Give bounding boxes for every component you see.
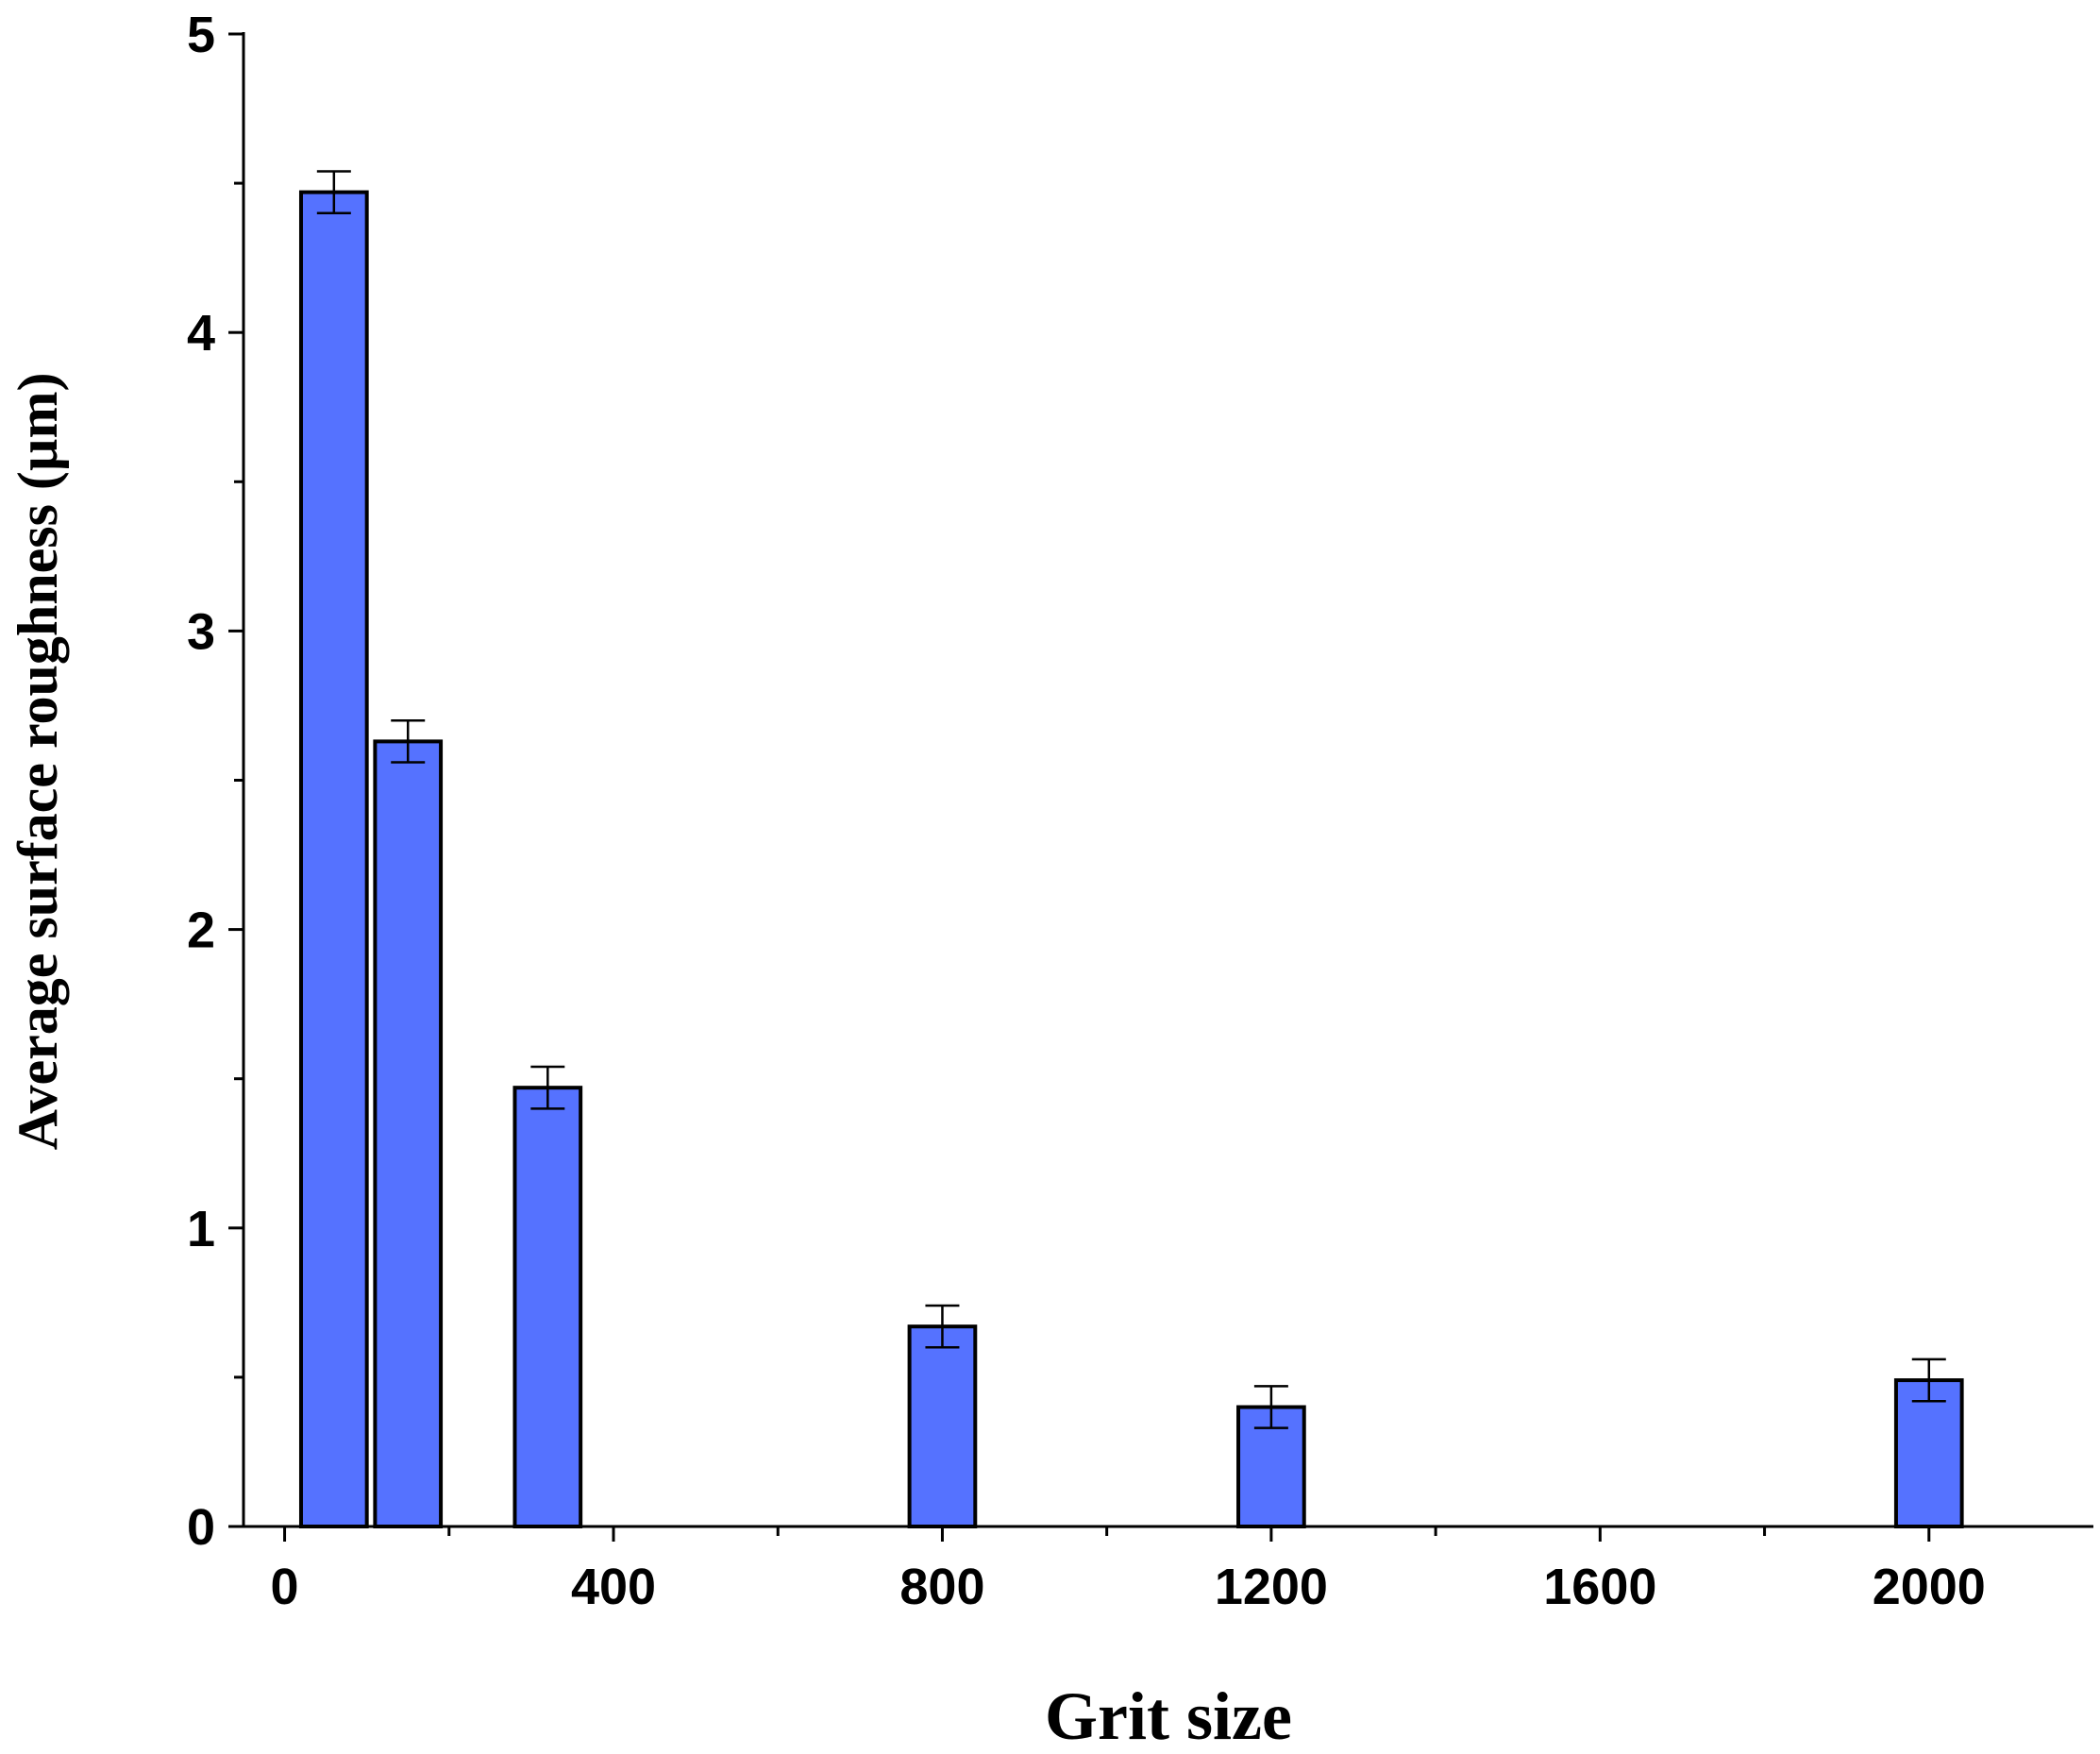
error-bar-1 — [391, 719, 426, 764]
error-bar-0 — [316, 170, 351, 214]
y-tick-label-4: 4 — [187, 305, 215, 362]
x-tick-label-400: 400 — [571, 1559, 656, 1615]
bars-layer — [298, 190, 1964, 1529]
y-tick-label-2: 2 — [187, 902, 215, 959]
bar-1 — [373, 739, 444, 1528]
y-tick-label-3: 3 — [187, 603, 215, 660]
x-tick-label-0: 0 — [271, 1559, 299, 1615]
ticks-layer: 0 400 800 1200 1600 2000 0 1 2 3 4 5 — [187, 7, 1986, 1615]
y-tick-label-5: 5 — [187, 7, 215, 63]
error-bar-3 — [925, 1304, 960, 1349]
x-tick-label-1600: 1600 — [1543, 1559, 1656, 1615]
bar-2 — [512, 1086, 583, 1529]
x-tick-label-800: 800 — [899, 1559, 984, 1615]
y-tick-label-1: 1 — [187, 1201, 215, 1257]
y-tick-label-0: 0 — [187, 1499, 215, 1556]
error-bar-2 — [530, 1065, 565, 1110]
bar-0 — [298, 190, 369, 1528]
x-axis-title: Grit size — [1045, 1678, 1292, 1754]
bar-3 — [907, 1324, 978, 1528]
error-bars-layer — [316, 170, 1946, 1429]
x-tick-label-1200: 1200 — [1215, 1559, 1328, 1615]
x-tick-label-2000: 2000 — [1873, 1559, 1986, 1615]
error-bar-4 — [1253, 1385, 1288, 1429]
y-axis-title: Average surface roughness (µm) — [7, 373, 69, 1151]
error-bar-5 — [1911, 1358, 1946, 1403]
